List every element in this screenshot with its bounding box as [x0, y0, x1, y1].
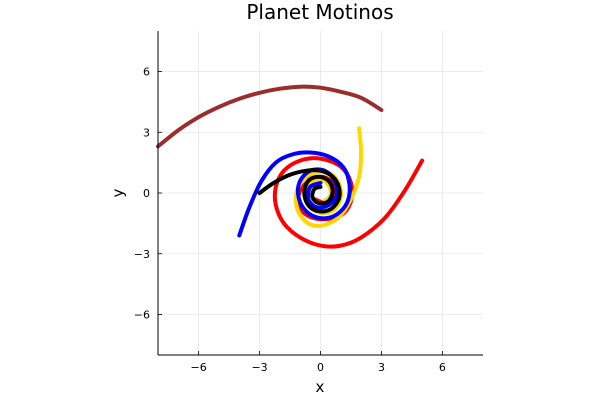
series-line-4 [237, 150, 352, 238]
x-tick-label: 0 [317, 361, 324, 374]
y-tick-label: 6 [143, 66, 150, 79]
x-tick-label: 6 [439, 361, 446, 374]
tick-labels: −6 −3 0 3 6 −6 −3 0 3 6 [134, 66, 446, 375]
series-line-1 [156, 84, 384, 149]
chart-title: Planet Motinos [246, 0, 393, 24]
y-axis-label: y [109, 188, 127, 197]
y-tick-label: 0 [143, 187, 150, 200]
series-line-5 [257, 168, 342, 214]
y-tick-label: −3 [134, 248, 150, 261]
y-tick-label: 3 [143, 126, 150, 139]
x-axis-label: x [316, 378, 325, 396]
x-tick-label: 3 [378, 361, 385, 374]
x-tick-label: −3 [251, 361, 267, 374]
series-group [156, 84, 425, 249]
y-tick-label: −6 [134, 309, 150, 322]
grid-lines [158, 31, 483, 355]
x-tick-label: −6 [191, 361, 207, 374]
